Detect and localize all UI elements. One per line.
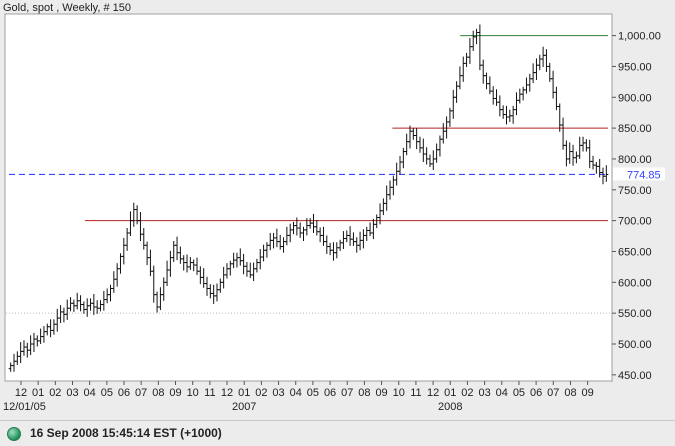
x-tick-label: 07 [135, 387, 147, 399]
x-tick-label: 12 [15, 387, 27, 399]
x-tick-label: 04 [84, 387, 96, 399]
x-tick-label: 07 [341, 387, 353, 399]
chart-title: Gold, spot , Weekly, # 150 [3, 2, 131, 14]
x-tick-label: 01 [238, 387, 250, 399]
x-tick-label: 06 [118, 387, 130, 399]
y-tick-label: 1,000.00 [618, 31, 661, 43]
x-tick-label: 02 [49, 387, 61, 399]
last-price-text: 774.85 [627, 169, 661, 181]
y-axis-ticks: 450.00 500.00 550.00 600.00 650.00 700.00 750.… [612, 31, 661, 382]
y-tick-label: 500.00 [618, 339, 652, 351]
y-tick-label: 950.00 [618, 61, 652, 73]
x-tick-label: 04 [496, 387, 508, 399]
x-tick-label: 09 [169, 387, 181, 399]
x-tick-label: 12 [427, 387, 439, 399]
x-year-label: 2007 [232, 401, 256, 413]
x-year-label: 12/01/05 [3, 401, 46, 413]
x-tick-label: 05 [307, 387, 319, 399]
x-tick-label: 05 [101, 387, 113, 399]
last-price-label: 774.85 [613, 167, 665, 181]
x-tick-label: 05 [513, 387, 525, 399]
last-price-box [613, 167, 665, 181]
x-tick-label: 11 [204, 387, 215, 399]
x-tick-label: 11 [410, 387, 421, 399]
ohlc-bar [604, 165, 609, 182]
x-tick-label: 06 [324, 387, 336, 399]
price-chart: 450.00 500.00 550.00 600.00 650.00 700.00 750.… [3, 13, 665, 413]
x-tick-label: 08 [358, 387, 370, 399]
x-tick-label: 06 [530, 387, 542, 399]
status-bar: 16 Sep 2008 15:45:14 EST (+1000) [0, 420, 675, 446]
x-tick-label: 09 [375, 387, 387, 399]
y-tick-label: 650.00 [618, 246, 652, 258]
y-tick-label: 600.00 [618, 277, 652, 289]
y-tick-label: 750.00 [618, 185, 652, 197]
y-tick-label: 850.00 [618, 123, 652, 135]
x-tick-label: 08 [564, 387, 576, 399]
x-tick-label: 03 [66, 387, 78, 399]
x-tick-label: 01 [444, 387, 456, 399]
x-tick-label: 10 [187, 387, 199, 399]
x-tick-label: 03 [272, 387, 284, 399]
plot-area [4, 13, 613, 382]
reference-lines [9, 35, 608, 222]
x-tick-label: 08 [152, 387, 164, 399]
y-tick-label: 550.00 [618, 308, 652, 320]
x-tick-label: 02 [255, 387, 267, 399]
y-tick-label: 700.00 [618, 216, 652, 228]
x-tick-label: 04 [290, 387, 302, 399]
x-axis-year-labels: 12/01/05 2007 2008 [3, 401, 463, 413]
x-tick-label: 02 [461, 387, 473, 399]
x-tick-label: 12 [221, 387, 233, 399]
y-tick-label: 800.00 [618, 154, 652, 166]
x-tick-label: 09 [582, 387, 594, 399]
x-tick-label: 07 [547, 387, 559, 399]
x-axis-ticks: 12 01 02 03 04 05 06 07 08 09 10 11 12 01 02 03 04 05 06 07… [15, 381, 594, 399]
y-tick-label: 900.00 [618, 92, 652, 104]
connection-status-icon [7, 427, 21, 441]
ohlc-bars [8, 24, 609, 372]
x-year-label: 2008 [438, 401, 462, 413]
x-tick-label: 10 [393, 387, 405, 399]
x-tick-label: 01 [32, 387, 44, 399]
x-tick-label: 03 [478, 387, 490, 399]
status-timestamp: 16 Sep 2008 15:45:14 EST (+1000) [30, 426, 222, 440]
y-tick-label: 450.00 [618, 370, 652, 382]
